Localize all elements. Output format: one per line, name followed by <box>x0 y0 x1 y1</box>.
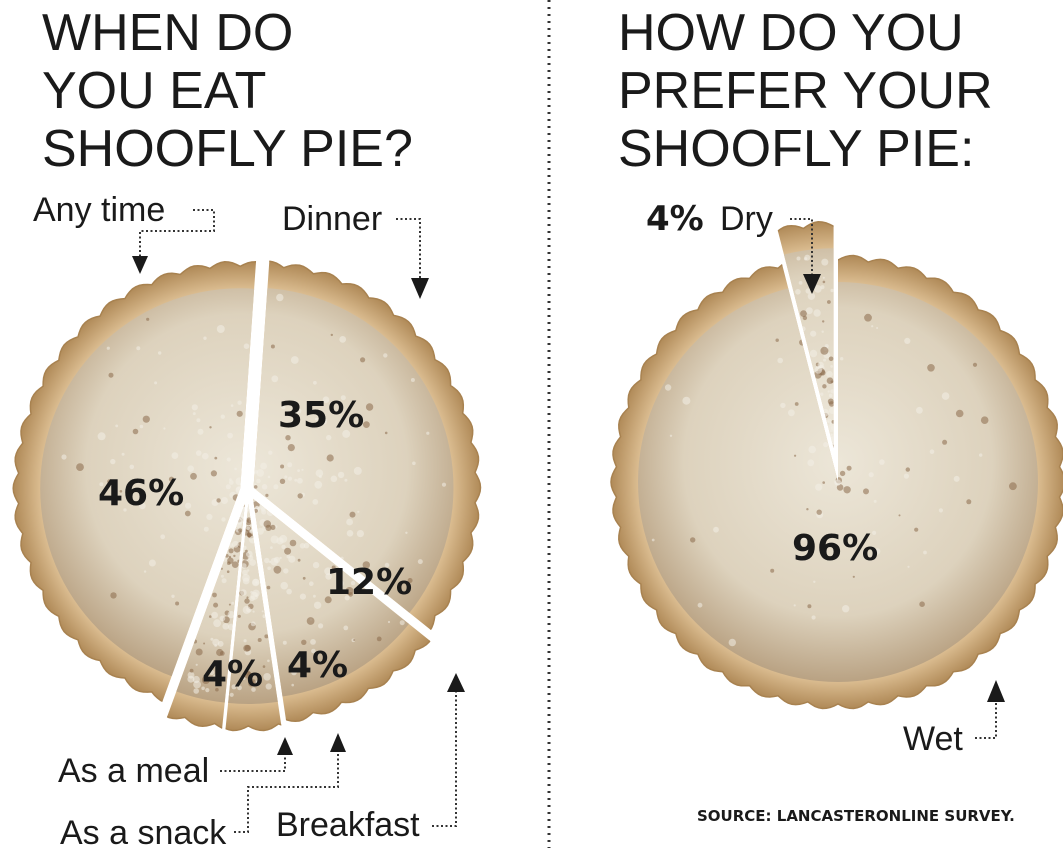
slice-value-label-breakfast: 12% <box>326 562 412 603</box>
callout-as-a-meal: As a meal <box>58 737 293 790</box>
slice-label-dry: Dry <box>720 200 773 238</box>
slice-value-label-dinner: 35% <box>278 395 364 436</box>
slice-value-label-as-a-meal: 4% <box>202 654 263 695</box>
slice-value-label-wet: 96% <box>792 528 878 569</box>
callout-any-time: Any time <box>33 191 214 274</box>
right-pie-chart <box>607 222 1063 709</box>
slice-value-label-any-time: 46% <box>98 473 184 514</box>
source-note: SOURCE: LANCASTERONLINE SURVEY. <box>697 807 1015 825</box>
pie-slice-wet <box>611 256 1063 709</box>
left-title-line-1: WHEN DO <box>42 4 293 62</box>
right-title-line-3: SHOOFLY PIE: <box>618 120 974 178</box>
left-chart-title: WHEN DO YOU EAT SHOOFLY PIE? <box>42 4 413 178</box>
slice-label-breakfast: Breakfast <box>276 806 420 844</box>
slice-label-as-a-snack: As a snack <box>60 814 227 848</box>
right-chart-title: HOW DO YOU PREFER YOUR SHOOFLY PIE: <box>618 4 993 178</box>
left-title-line-2: YOU EAT <box>42 62 266 120</box>
slice-label-dinner: Dinner <box>282 200 382 238</box>
left-title-line-3: SHOOFLY PIE? <box>42 120 413 178</box>
slice-value-label-as-a-snack: 4% <box>287 645 348 686</box>
slice-label-any-time: Any time <box>33 191 165 229</box>
slice-label-as-a-meal: As a meal <box>58 752 209 790</box>
right-title-line-2: PREFER YOUR <box>618 62 993 120</box>
slice-value-label-dry: 4% <box>646 199 704 239</box>
right-title-line-1: HOW DO YOU <box>618 4 964 62</box>
slice-label-wet: Wet <box>903 720 963 758</box>
